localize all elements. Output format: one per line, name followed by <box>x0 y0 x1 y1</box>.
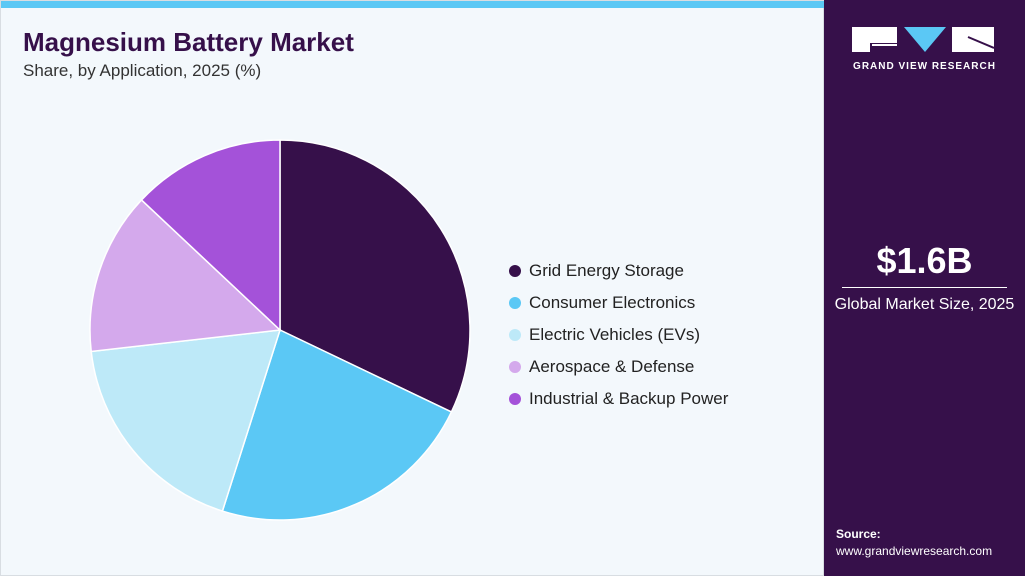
divider <box>842 287 1007 288</box>
market-size-label: Global Market Size, 2025 <box>834 296 1015 313</box>
legend-item: Electric Vehicles (EVs) <box>509 319 728 351</box>
pie-slice-consumer-electronics <box>221 328 453 521</box>
source-link[interactable]: www.grandviewresearch.com <box>836 544 993 558</box>
pie-slice-grid-energy-storage <box>279 139 471 413</box>
pie-slice-industrial-backup-power <box>140 139 281 332</box>
market-size-value: $1.6B <box>876 240 973 281</box>
chart-panel: Magnesium Battery Market Share, by Appli… <box>0 0 825 576</box>
logo-text: GRAND VIEW RESEARCH <box>853 61 996 72</box>
pie-chart <box>89 139 471 521</box>
legend-item: Aerospace & Defense <box>509 351 728 383</box>
legend-label: Consumer Electronics <box>529 293 696 312</box>
legend: Grid Energy Storage Consumer Electronics E… <box>509 255 728 415</box>
legend-marker <box>509 361 521 373</box>
sidebar: GRAND VIEW RESEARCH $1.6B Global Market … <box>824 0 1025 576</box>
chart-title: Magnesium Battery Market <box>23 27 354 57</box>
pie-slice-electric-vehicles-evs <box>90 329 282 513</box>
source-label: Source: <box>836 527 881 541</box>
legend-marker <box>509 393 521 405</box>
accent-bar <box>1 1 825 8</box>
legend-item: Grid Energy Storage <box>509 255 728 287</box>
legend-label: Aerospace & Defense <box>529 357 695 376</box>
legend-marker <box>509 297 521 309</box>
grand-view-research-logo <box>852 27 994 52</box>
legend-label: Grid Energy Storage <box>529 261 684 280</box>
source: Source: www.grandviewresearch.com <box>836 526 992 560</box>
legend-label: Electric Vehicles (EVs) <box>529 325 700 344</box>
legend-item: Consumer Electronics <box>509 287 728 319</box>
legend-item: Industrial & Backup Power <box>509 383 728 415</box>
chart-subtitle: Share, by Application, 2025 (%) <box>23 61 262 80</box>
legend-label: Industrial & Backup Power <box>529 389 729 408</box>
pie-slice-aerospace-defense <box>89 198 282 353</box>
legend-marker <box>509 329 521 341</box>
legend-marker <box>509 265 521 277</box>
